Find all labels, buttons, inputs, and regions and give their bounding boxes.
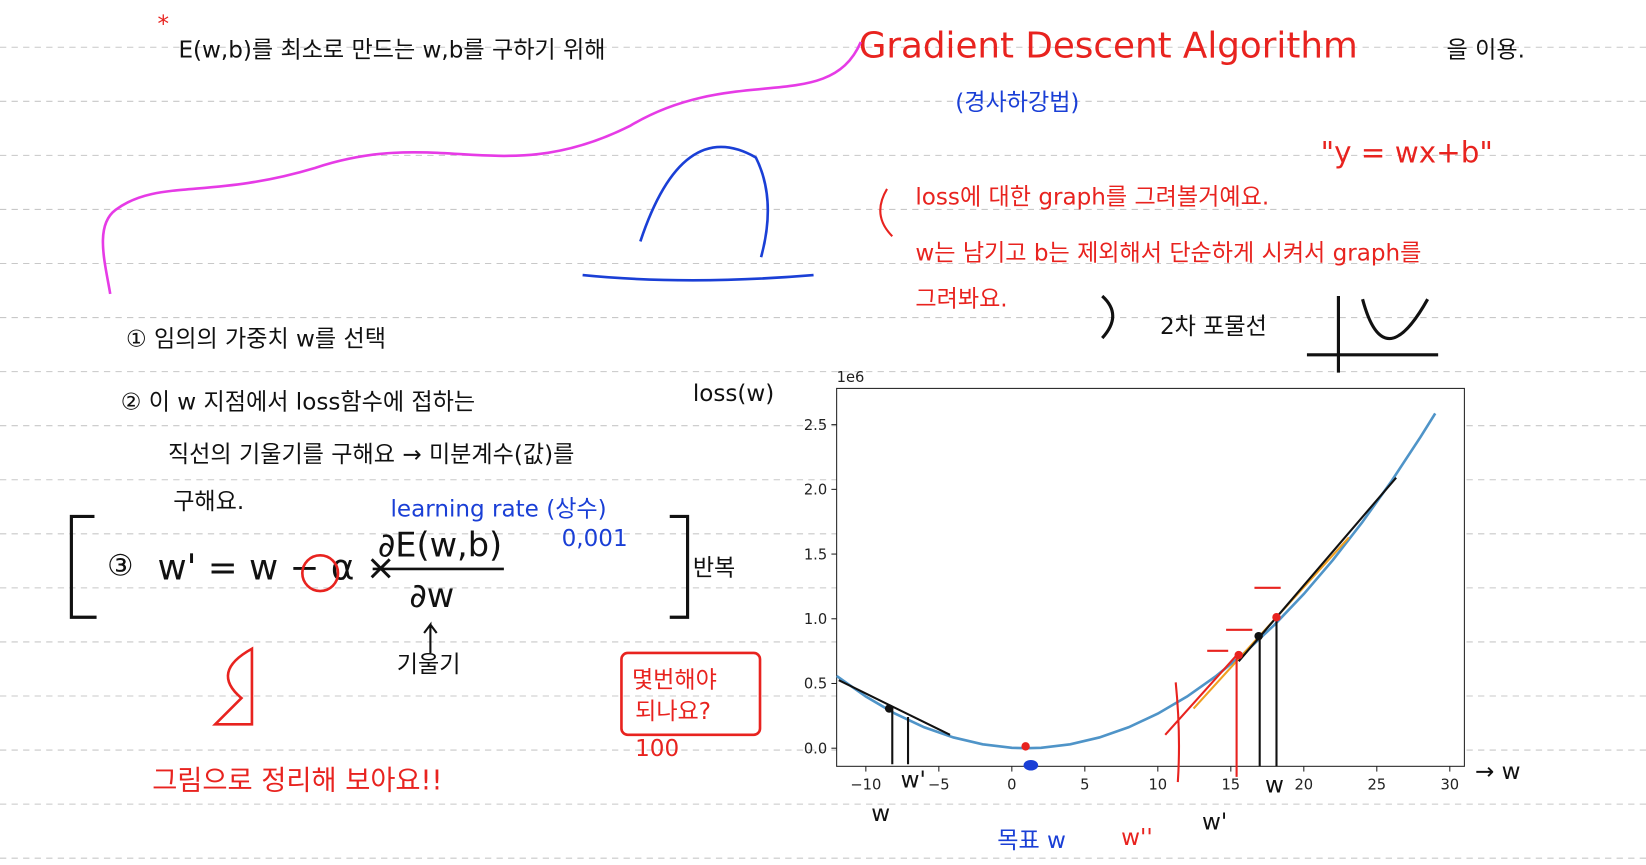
loss-curve xyxy=(835,412,1437,750)
hill-sketch xyxy=(582,145,814,282)
rate-value: 0,001 xyxy=(562,526,628,552)
x-tick-label: 20 xyxy=(1294,776,1313,793)
y-tick-label: 2.0 xyxy=(804,482,827,499)
x-tick-label: 0 xyxy=(1007,776,1016,793)
formula-denominator: ∂w xyxy=(409,576,454,615)
x-tick-label: 10 xyxy=(1148,776,1167,793)
arrow-sketch xyxy=(1101,294,1115,340)
plan-line: w는 남기고 b는 제외해서 단순하게 시켜서 graph를 xyxy=(915,240,1421,266)
bracket xyxy=(69,514,690,619)
formula-lhs: w' = w − α × xyxy=(157,547,395,588)
down-arrow xyxy=(212,646,254,726)
formula-number: ③ xyxy=(107,548,133,582)
question-box xyxy=(620,651,762,737)
annotation-dot xyxy=(884,704,894,713)
annotation-dot xyxy=(1234,650,1243,660)
point-label: w xyxy=(1265,773,1284,799)
step: 구해요. xyxy=(173,489,244,515)
model: "y = wx+b" xyxy=(1321,136,1493,170)
y-tick-label: 0.0 xyxy=(804,740,827,757)
x-tick-label: 30 xyxy=(1440,776,1459,793)
x-axis-note: → w xyxy=(1475,759,1521,785)
summary: 그림으로 정리해 보아요!! xyxy=(152,765,442,796)
x-tick-label: −10 xyxy=(850,776,881,793)
step: ② 이 w 지점에서 loss함수에 접하는 xyxy=(121,389,475,415)
x-tick-label: 5 xyxy=(1080,776,1089,793)
annotation-dot xyxy=(1021,742,1030,751)
annotation-stroke xyxy=(838,679,951,736)
step: ① 임의의 가중치 w를 선택 xyxy=(126,326,386,352)
y-tick-label: 2.5 xyxy=(804,417,827,434)
ruled-lines xyxy=(0,46,1646,859)
y-tick-label: 1.5 xyxy=(804,546,827,563)
formula-numerator: ∂E(w,b) xyxy=(378,525,502,564)
y-tick-label: 0.5 xyxy=(804,676,827,693)
annotation-stroke xyxy=(1174,682,1181,783)
annotation-dot xyxy=(1272,613,1281,622)
plan-line: loss에 대한 graph를 그려볼거예요. xyxy=(915,185,1269,211)
plot-area xyxy=(836,387,1465,767)
question: 몇번해야 xyxy=(632,668,717,694)
plan-line: 그려봐요. xyxy=(915,287,1007,313)
slope-arrow xyxy=(423,621,438,653)
question: 되나요? xyxy=(635,699,711,725)
x-tick-label: 25 xyxy=(1367,776,1386,793)
korean-name: (경사하강법) xyxy=(955,90,1079,116)
loss-chart: −10 −5 0 5 10 15 20 25 30 0.0 0.5 1.0 1.5 2.0 2.5 1e6 xyxy=(804,369,1465,793)
target-label: 목표 w xyxy=(997,828,1066,854)
y-tick-label: 1.0 xyxy=(804,611,827,628)
annotation-stroke xyxy=(1237,476,1397,663)
pink-arrow xyxy=(101,41,862,295)
point-label: w' xyxy=(1202,809,1227,835)
annotation-stroke xyxy=(1207,586,1281,652)
point-label: w' xyxy=(901,767,926,793)
offset-label: 1e6 xyxy=(837,369,865,386)
point-label: w'' xyxy=(1121,825,1153,851)
x-tick-label: −5 xyxy=(928,776,950,793)
repeat: 반복 xyxy=(693,555,735,581)
answer: 100 xyxy=(635,736,679,762)
annotation-stroke xyxy=(891,706,910,765)
alpha-circle xyxy=(301,554,340,593)
x-tick-label: 15 xyxy=(1221,776,1240,793)
point-label: w xyxy=(871,801,890,827)
annotation-dot xyxy=(1254,631,1263,641)
heading-suffix: 을 이용. xyxy=(1447,38,1525,64)
heading: E(w,b)를 최소로 만드는 w,b를 구하기 위해 xyxy=(178,38,605,64)
method: Gradient Descent Algorithm xyxy=(859,26,1358,67)
marker: * xyxy=(157,11,169,37)
y-axis-note: loss(w) xyxy=(693,381,774,407)
target-dot xyxy=(1023,760,1039,771)
arrow-sketch xyxy=(879,188,894,237)
slope-label: 기울기 xyxy=(397,652,461,678)
parabola-note: 2차 포물선 xyxy=(1160,314,1267,340)
learning-rate: learning rate (상수) xyxy=(391,496,607,522)
annotation-stroke xyxy=(1258,617,1278,767)
parabola-sketch xyxy=(1306,296,1439,373)
step: 직선의 기울기를 구해요 → 미분계수(값)를 xyxy=(168,442,574,468)
